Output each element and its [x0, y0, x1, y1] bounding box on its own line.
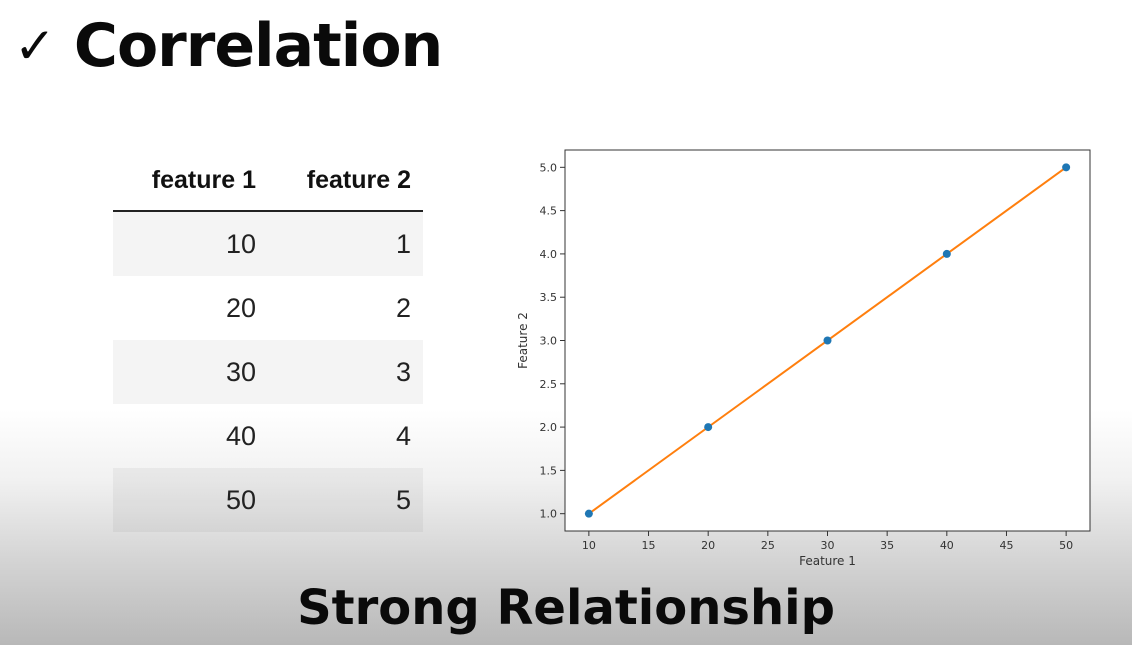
y-tick-label: 3.0 [540, 335, 558, 348]
x-tick-label: 25 [761, 539, 775, 552]
x-tick-label: 20 [701, 539, 715, 552]
scatter-chart: 10 15 20 25 30 35 40 45 50 1.0 1.5 2.0 2.5 3.0 3.5 4.0 4… [516, 149, 1091, 568]
y-tick-label: 4.0 [540, 248, 558, 261]
x-tick-label: 40 [940, 539, 954, 552]
table-cell: 10 [113, 211, 268, 276]
x-tick-label: 45 [999, 539, 1013, 552]
y-tick-label: 2.5 [540, 378, 558, 391]
table-cell: 1 [268, 211, 423, 276]
column-header-feature-1: feature 1 [113, 150, 268, 212]
y-tick-label: 5.0 [540, 161, 558, 174]
data-point [1062, 163, 1071, 172]
table-row: 20 2 [113, 276, 423, 340]
table-cell: 20 [225, 292, 256, 323]
column-header-feature-2: feature 2 [268, 150, 423, 212]
table-row: 10 1 [113, 211, 423, 276]
data-table: feature 1 feature 2 10 1 20 2 30 3 40 4 … [113, 150, 423, 532]
x-tick-label: 10 [582, 539, 596, 552]
y-tick-label: 1.0 [540, 508, 558, 521]
table-cell: 30 [113, 340, 268, 404]
x-tick-label: 50 [1059, 539, 1073, 552]
slide-title: ✓ Correlation [14, 6, 443, 86]
table-cell: 4 [395, 420, 411, 451]
table-header-row: feature 1 feature 2 [113, 150, 423, 212]
table-cell: 40 [225, 420, 256, 451]
table-cell: 5 [268, 468, 423, 532]
table-cell: 2 [395, 292, 411, 323]
table-row: 40 4 [113, 404, 423, 468]
footer-caption: Strong Relationship [297, 580, 835, 636]
x-tick-label: 35 [880, 539, 894, 552]
data-point [704, 423, 713, 432]
y-tick-label: 1.5 [540, 464, 558, 477]
x-tick-label: 15 [642, 539, 656, 552]
title-text: Correlation [73, 11, 443, 81]
y-tick-label: 3.5 [540, 291, 558, 304]
checkmark-icon: ✓ [14, 17, 56, 75]
table-cell: 50 [113, 468, 268, 532]
y-tick-label: 4.5 [540, 205, 558, 218]
table-row: 30 3 [113, 340, 423, 404]
data-point [584, 509, 593, 518]
data-point [823, 336, 832, 345]
y-tick-label: 2.0 [540, 421, 558, 434]
table-cell: 3 [268, 340, 423, 404]
table-row: 50 5 [113, 468, 423, 532]
x-tick-label: 30 [821, 539, 835, 552]
y-axis-label: Feature 2 [516, 312, 530, 369]
data-point [942, 249, 951, 258]
x-axis-label: Feature 1 [799, 554, 856, 568]
